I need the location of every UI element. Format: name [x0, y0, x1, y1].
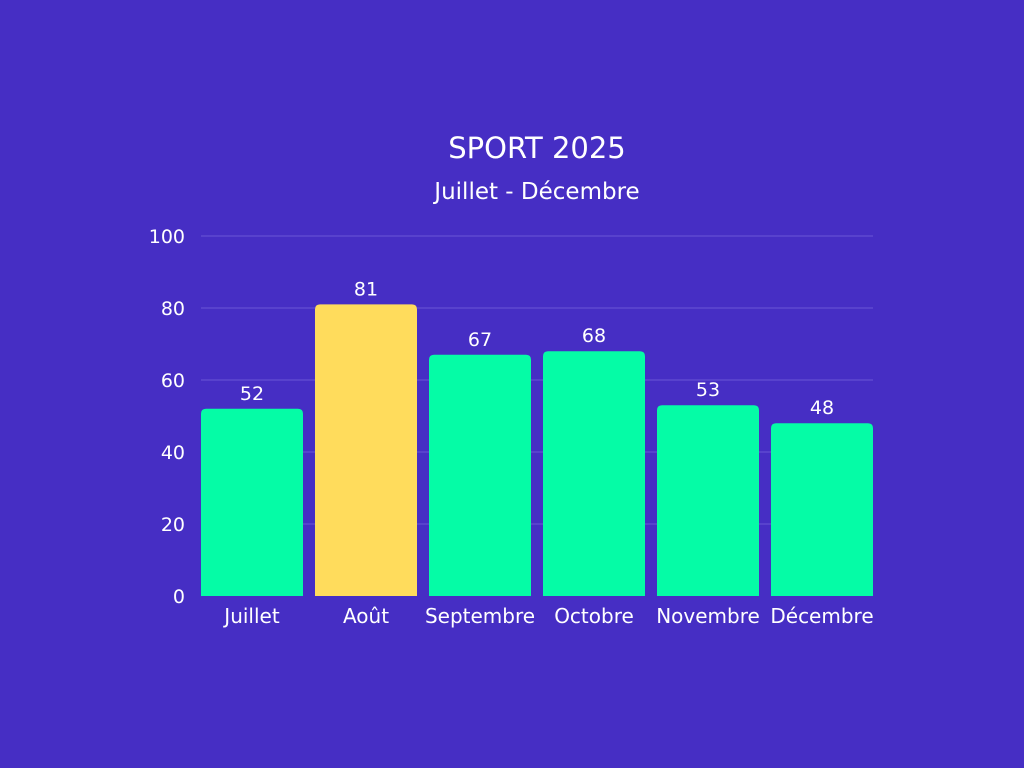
chart-title: SPORT 2025: [448, 131, 626, 165]
data-label: 52: [240, 383, 264, 405]
y-tick-label: 20: [161, 514, 185, 536]
gridlines: [201, 235, 873, 525]
x-tick-label: Septembre: [425, 604, 535, 628]
bar-août: [315, 304, 417, 596]
y-tick-label: 100: [149, 226, 185, 248]
x-tick-label: Novembre: [656, 604, 760, 628]
y-tick-label: 80: [161, 298, 185, 320]
x-tick-label: Décembre: [770, 604, 873, 628]
bar-octobre: [543, 351, 645, 596]
y-tick-label: 0: [173, 586, 185, 608]
chart-subtitle: Juillet - Décembre: [432, 179, 639, 205]
data-label: 48: [810, 397, 834, 419]
data-labels: 52 81 67 68 53 48: [240, 278, 834, 419]
x-axis: Juillet Août Septembre Octobre Novembre Décem…: [222, 604, 873, 628]
y-tick-label: 60: [161, 370, 185, 392]
bar-septembre: [429, 354, 531, 596]
bar-juillet: [201, 408, 303, 596]
x-tick-label: Juillet: [222, 604, 280, 628]
x-tick-label: Octobre: [554, 604, 634, 628]
y-axis: 0 20 40 60 80 100: [149, 226, 185, 608]
y-tick-label: 40: [161, 442, 185, 464]
bar-décembre: [771, 423, 873, 596]
bars: [201, 304, 873, 596]
x-tick-label: Août: [343, 604, 389, 628]
data-label: 67: [468, 329, 492, 351]
data-label: 68: [582, 325, 606, 347]
data-label: 81: [354, 278, 378, 300]
data-label: 53: [696, 379, 720, 401]
bar-novembre: [657, 405, 759, 596]
